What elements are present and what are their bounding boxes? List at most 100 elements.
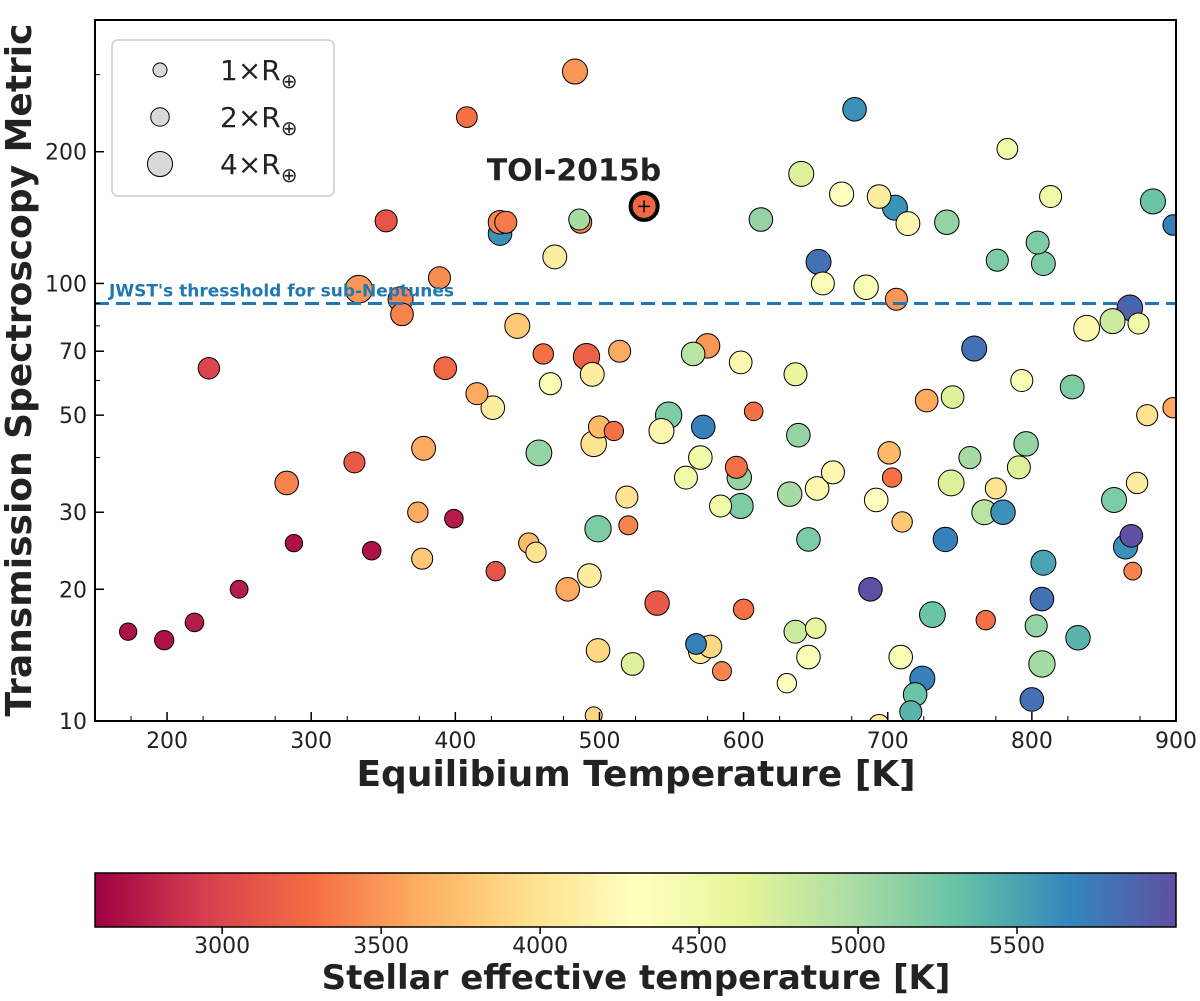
data-point (805, 248, 832, 275)
data-point (1028, 650, 1056, 678)
data-point (1030, 549, 1057, 576)
data-point (709, 494, 733, 518)
data-point (777, 481, 803, 507)
earth-symbol: ⊕ (281, 163, 298, 187)
data-point (748, 207, 774, 232)
data-point (724, 455, 748, 479)
data-point (525, 541, 547, 563)
data-point (538, 372, 562, 396)
data-point (585, 638, 611, 663)
data-point (603, 420, 625, 442)
data-point (1162, 397, 1176, 419)
scatter-points (118, 58, 1176, 721)
highlight-ring (628, 190, 660, 222)
data-point (984, 477, 1007, 500)
data-point (568, 208, 591, 231)
earth-symbol: ⊕ (281, 116, 298, 140)
data-point (197, 357, 221, 380)
data-point (712, 661, 732, 682)
data-point (863, 487, 889, 513)
data-point (688, 445, 713, 470)
data-point (577, 563, 602, 588)
data-point (555, 576, 581, 602)
data-point (820, 460, 845, 485)
data-point (914, 388, 939, 413)
data-point (1006, 455, 1031, 480)
data-point (618, 515, 639, 536)
data-point (1101, 486, 1128, 513)
data-point (485, 561, 506, 582)
data-point (932, 526, 959, 553)
data-point (1030, 251, 1056, 277)
threshold-label: JWST's thresshold for sub-Neptunes (108, 281, 454, 301)
y-axis: 10 20 30 50 70 100 200 (45, 19, 104, 735)
x-axis: 200 300 400 500 600 700 800 900 (130, 712, 1197, 754)
data-point (374, 209, 398, 233)
data-point (804, 617, 827, 639)
data-point (615, 485, 639, 509)
data-point (1136, 404, 1159, 427)
data-point (154, 630, 175, 651)
data-point (685, 633, 707, 655)
x-tick-label: 600 (723, 729, 765, 754)
y-tick-label: 10 (59, 710, 87, 735)
colorbar-axis: 3000 3500 4000 4500 5000 5500 (194, 927, 1045, 959)
data-point (532, 343, 554, 365)
data-point (796, 644, 821, 670)
x-tick-label: 300 (290, 729, 332, 754)
data-point (561, 58, 588, 85)
y-tick-label: 30 (59, 501, 87, 526)
data-point (648, 418, 675, 445)
data-point (673, 465, 698, 490)
data-point (1059, 374, 1085, 400)
x-tick-label: 400 (434, 729, 476, 754)
data-point (990, 499, 1016, 525)
data-point (427, 266, 452, 290)
data-point (118, 622, 138, 641)
data-point (842, 97, 867, 122)
x-tick-label: 800 (1011, 729, 1053, 754)
data-point (542, 244, 568, 270)
x-tick-label: 200 (146, 729, 188, 754)
data-point (934, 209, 960, 235)
x-tick-label: 900 (1155, 729, 1197, 754)
data-point (743, 401, 764, 422)
colorbar-title: Stellar effective temperature [K] (322, 958, 951, 998)
data-point (411, 547, 434, 570)
data-point (390, 302, 414, 327)
data-point (895, 211, 921, 237)
data-point (504, 312, 531, 339)
data-point (680, 341, 706, 367)
data-point (480, 395, 506, 420)
y-axis-title: Transmission Spectroscopy Metric (0, 24, 40, 717)
data-point (444, 508, 464, 529)
data-point (810, 271, 835, 296)
data-point (858, 576, 883, 602)
data-point (525, 439, 553, 467)
data-point (465, 382, 489, 406)
data-point (284, 533, 304, 553)
y-tick-label: 70 (59, 340, 87, 365)
data-point (1010, 368, 1034, 393)
data-point (1139, 188, 1166, 215)
highlight-point (628, 190, 660, 222)
colorbar-tick-label: 3500 (353, 934, 409, 959)
data-point (579, 361, 605, 387)
data-point (776, 673, 797, 694)
data-point (786, 422, 811, 448)
data-point (958, 446, 982, 470)
legend-marker (150, 107, 170, 127)
data-point (1125, 471, 1149, 495)
data-point (229, 579, 249, 599)
data-point (1024, 614, 1048, 638)
data-point (1029, 586, 1055, 612)
x-axis-title: Equilibium Temperature [K] (356, 754, 915, 795)
data-point (937, 469, 965, 497)
y-tick-label: 100 (45, 272, 87, 297)
colorbar-tick-label: 5000 (830, 934, 886, 959)
data-point (494, 210, 518, 234)
data-point (455, 106, 478, 128)
data-point (940, 385, 965, 409)
x-tick-label: 500 (578, 729, 620, 754)
colorbar-tick-label: 5500 (989, 934, 1045, 959)
